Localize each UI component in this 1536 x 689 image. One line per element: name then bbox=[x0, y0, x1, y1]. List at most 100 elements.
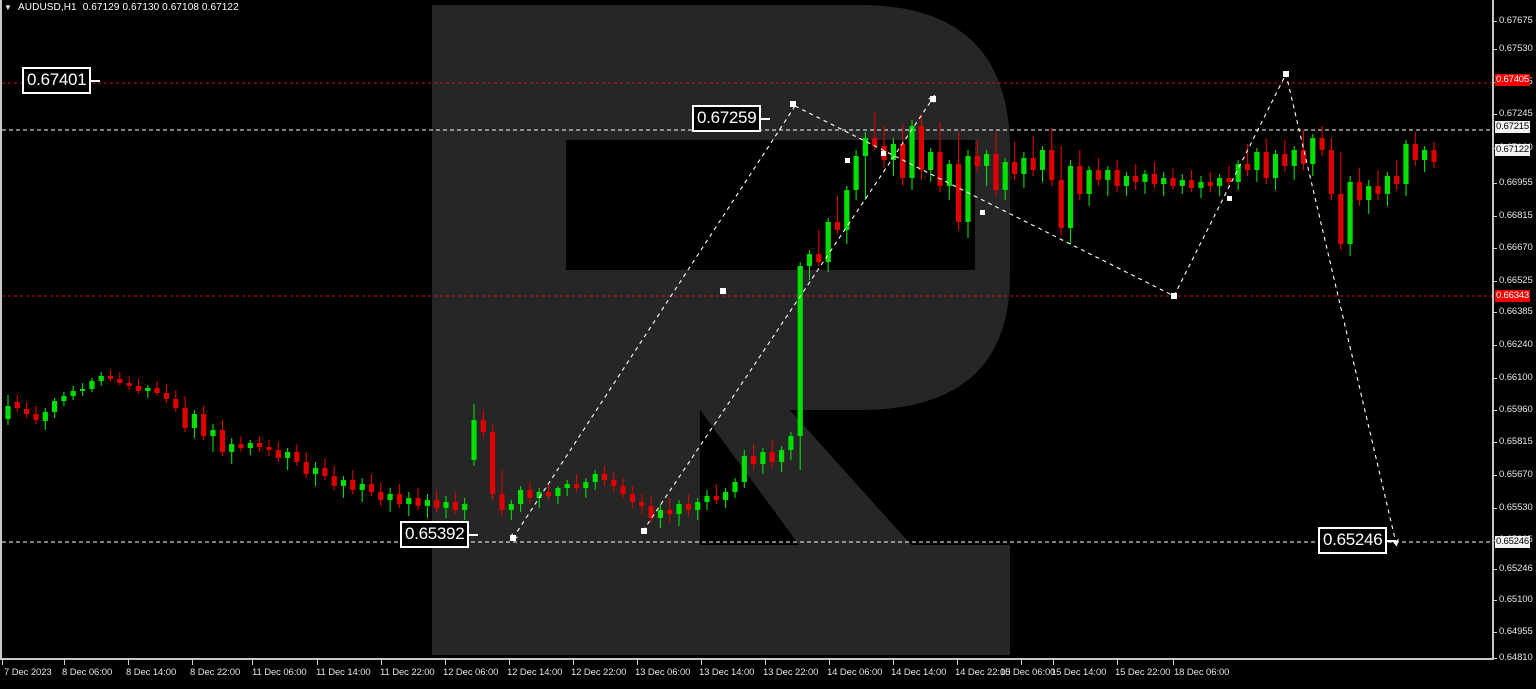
candle-body bbox=[434, 500, 440, 508]
time-tick bbox=[893, 660, 894, 665]
time-tick bbox=[445, 660, 446, 665]
candle-body bbox=[853, 156, 859, 190]
candle-body bbox=[1412, 144, 1418, 160]
candle-body bbox=[1114, 170, 1120, 186]
candle-body bbox=[1198, 182, 1204, 188]
candle-body bbox=[340, 480, 347, 486]
candle-body bbox=[173, 399, 179, 408]
candle-body bbox=[1394, 176, 1400, 184]
anchor-point bbox=[980, 210, 985, 215]
time-tick-label: 12 Dec 06:00 bbox=[443, 667, 499, 678]
candle-body bbox=[732, 482, 738, 492]
candle-body bbox=[163, 393, 169, 399]
candle-body bbox=[322, 468, 328, 476]
candle-body bbox=[117, 379, 123, 383]
price-tick-label: 0.64955 bbox=[1499, 626, 1533, 637]
price-tick-label: 0.65530 bbox=[1499, 502, 1533, 513]
candle-body bbox=[1095, 170, 1101, 180]
time-tick bbox=[1053, 660, 1054, 665]
anchor-point bbox=[1171, 293, 1177, 299]
price-tick bbox=[1494, 248, 1497, 249]
candle-body bbox=[723, 492, 729, 500]
candle-body bbox=[1431, 150, 1437, 162]
chart-frame-right bbox=[1492, 0, 1494, 660]
time-tick bbox=[829, 660, 830, 665]
candle-body bbox=[1328, 150, 1334, 194]
candle-body bbox=[965, 156, 971, 222]
candle-body bbox=[667, 510, 673, 514]
time-tick-label: 11 Dec 06:00 bbox=[252, 667, 307, 678]
candle-body bbox=[937, 152, 943, 186]
candle-body bbox=[816, 254, 822, 262]
candle-body bbox=[1375, 186, 1381, 194]
quote-bar: ▼ AUDUSD,H1 0.67129 0.67130 0.67108 0.67… bbox=[0, 0, 239, 15]
anchor-point bbox=[1227, 196, 1232, 201]
time-tick-label: 11 Dec 22:00 bbox=[380, 667, 435, 678]
candle-body bbox=[359, 484, 365, 490]
chart-frame-bottom bbox=[0, 658, 1536, 660]
price-tag-value: 0.65392 bbox=[400, 521, 470, 548]
price-axis[interactable]: 0.676750.675300.673850.672450.671000.669… bbox=[1494, 0, 1536, 663]
tag-swing-high[interactable]: 0.67259 bbox=[692, 105, 771, 132]
price-tick-label: 0.67530 bbox=[1499, 43, 1533, 54]
candle-body bbox=[1105, 170, 1111, 180]
price-tag-stem bbox=[761, 117, 771, 120]
anchor-point bbox=[1283, 71, 1289, 77]
chevron-down-icon[interactable]: ▼ bbox=[4, 2, 13, 12]
candle-body bbox=[984, 154, 990, 166]
candle-body bbox=[1123, 176, 1129, 186]
price-tick-label: 0.66100 bbox=[1499, 372, 1533, 383]
time-tick bbox=[573, 660, 574, 665]
candle-body bbox=[1226, 178, 1232, 182]
candle-body bbox=[751, 456, 757, 464]
anchor-point bbox=[930, 96, 936, 102]
candle-body bbox=[872, 138, 878, 146]
candle-body bbox=[135, 386, 142, 391]
trendline-steep-rally bbox=[642, 94, 936, 532]
time-tick bbox=[64, 660, 65, 665]
price-plot bbox=[2, 71, 1492, 547]
candle-body bbox=[1021, 158, 1027, 174]
candle-body bbox=[676, 504, 682, 514]
candle-body bbox=[695, 502, 701, 510]
candle-body bbox=[1347, 182, 1353, 244]
candle-body bbox=[1235, 164, 1241, 182]
price-tag-value: 0.67401 bbox=[22, 67, 92, 94]
price-tick bbox=[1494, 183, 1497, 184]
price-tick bbox=[1494, 216, 1497, 217]
candle-body bbox=[5, 406, 11, 419]
candle-body bbox=[490, 432, 496, 494]
candle-body bbox=[564, 484, 570, 488]
candle-body bbox=[378, 492, 384, 500]
tag-swing-low[interactable]: 0.65392 bbox=[400, 521, 479, 548]
candle-body bbox=[601, 474, 608, 480]
time-tick-label: 13 Dec 22:00 bbox=[763, 667, 819, 678]
price-tick-label: 0.66385 bbox=[1499, 306, 1533, 317]
time-tick bbox=[192, 660, 193, 665]
price-tag-stem bbox=[91, 79, 101, 82]
candle-body bbox=[909, 126, 915, 178]
price-tick bbox=[1494, 312, 1497, 313]
candle-body bbox=[546, 492, 552, 496]
tag-forecast-target[interactable]: 0.65246 bbox=[1318, 527, 1397, 554]
candle-body bbox=[862, 138, 868, 156]
level-price-badge: 0.67215 bbox=[1495, 121, 1530, 133]
trendline-group bbox=[510, 71, 1399, 547]
candle-body bbox=[527, 490, 533, 498]
candle-body bbox=[1300, 150, 1307, 164]
anchor-point bbox=[641, 528, 647, 534]
candle-body bbox=[1422, 150, 1428, 160]
price-tick bbox=[1494, 475, 1497, 476]
candle-body bbox=[443, 502, 449, 508]
candle-body bbox=[1272, 154, 1279, 178]
candle-body bbox=[1170, 178, 1176, 186]
candle-body bbox=[825, 222, 831, 262]
time-axis[interactable]: 7 Dec 2023 8 Dec 06:00 8 Dec 14:00 8 Dec 22… bbox=[0, 660, 1536, 689]
ohlc-values: 0.67129 0.67130 0.67108 0.67122 bbox=[82, 2, 239, 13]
anchor-point bbox=[881, 151, 886, 156]
candle-body bbox=[24, 409, 30, 414]
chart-frame-left bbox=[0, 0, 2, 660]
candle-body bbox=[788, 436, 794, 450]
candle-body bbox=[238, 444, 244, 448]
tag-resistance[interactable]: 0.67401 bbox=[22, 67, 101, 94]
